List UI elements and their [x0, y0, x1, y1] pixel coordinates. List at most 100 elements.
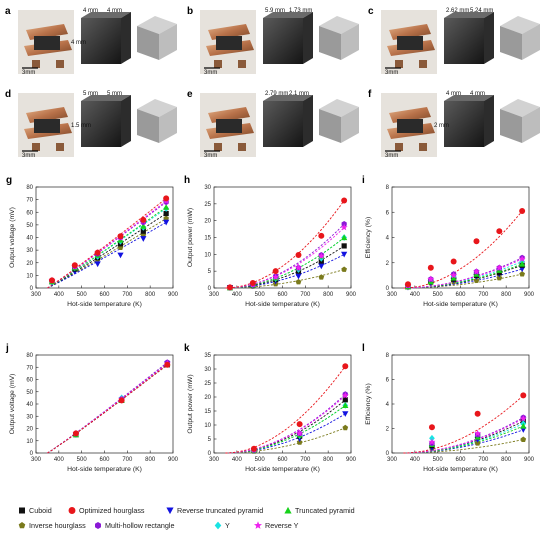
x-tick-label: 500 [77, 457, 88, 463]
data-point [519, 207, 526, 214]
x-tick-label: 500 [255, 292, 266, 298]
y-tick-label: 40 [26, 402, 33, 408]
legend-marker [166, 507, 174, 515]
data-point [473, 267, 480, 275]
photo-panel-b: b 3mm 5.9 mm 1.73 mm [187, 6, 359, 76]
trend-line [225, 227, 345, 289]
device-photo: 3mm [200, 10, 256, 76]
data-point [249, 279, 256, 286]
y-tick-label: 0 [30, 451, 34, 457]
x-tick-label: 300 [209, 457, 220, 463]
legend-item: Reverse truncated pyramid [166, 506, 263, 515]
scale-bar-label: 3mm [204, 153, 217, 159]
data-point [226, 284, 233, 291]
data-point [519, 266, 526, 273]
trend-line [225, 414, 345, 454]
device-photo: 3mm [18, 10, 74, 76]
panel-label: e [187, 89, 193, 100]
plot-frame [35, 186, 174, 289]
x-tick-label: 300 [387, 457, 398, 463]
legend-marker [68, 507, 76, 514]
x-tick-label: 800 [145, 457, 156, 463]
dimension-label: 4 mm [107, 8, 122, 14]
data-point [94, 261, 101, 268]
trend-line [47, 213, 167, 289]
x-tick-label: 900 [346, 457, 357, 463]
cad-model [500, 99, 540, 143]
y-tick-label: 40 [26, 236, 33, 242]
legend-item: Y [214, 521, 230, 530]
y-tick-label: 70 [26, 198, 33, 204]
data-point [140, 236, 147, 242]
y-tick-label: 80 [26, 353, 33, 359]
data-point [295, 278, 302, 285]
y-tick-label: 5 [208, 437, 212, 443]
trend-line [225, 269, 345, 289]
trend-line [403, 396, 523, 454]
x-tick-label: 600 [455, 292, 466, 298]
dimension-label: 5.9 mm [265, 8, 285, 14]
dimension-label: 5 mm [107, 91, 122, 97]
scale-bar-label: 3mm [22, 153, 35, 159]
data-point [341, 243, 347, 249]
trend-line [225, 237, 345, 289]
device-photo: 3mm [381, 93, 437, 159]
trend-line [47, 364, 167, 454]
photo-panel-d: d 3mm 5 mm 5 mm 1.5 mm [5, 89, 177, 159]
x-tick-label: 400 [232, 292, 243, 298]
dimension-label: 2 mm [434, 123, 449, 129]
data-point [429, 434, 435, 442]
data-point [140, 216, 147, 223]
trend-line [225, 405, 345, 454]
data-point [164, 361, 171, 368]
data-point [117, 252, 124, 259]
data-point [450, 271, 458, 279]
panel-label: h [184, 175, 190, 186]
cad-model [319, 16, 359, 60]
y-tick-label: 20 [26, 427, 33, 433]
photo-panel-c: c 3mm 2.62 mm 5.24 mm [368, 6, 540, 76]
dimension-label: 4 mm [71, 40, 86, 46]
y-axis-label: Output power (mW) [187, 208, 194, 267]
dimension-label: 4 mm [470, 91, 485, 97]
x-tick-label: 400 [232, 457, 243, 463]
printed-leg [81, 95, 131, 147]
trend-line [225, 396, 345, 454]
legend-label: Cuboid [29, 506, 52, 515]
dimension-label: 2.1 mm [289, 91, 309, 97]
photo-panel-e: e 3mm 2.79 mm 2.1 mm [187, 89, 359, 159]
data-point [341, 266, 347, 272]
legend: Cuboid Optimized hourglass Reverse truncat… [18, 506, 355, 530]
data-point [341, 197, 348, 204]
y-tick-label: 50 [26, 223, 33, 229]
y-tick-label: 2 [386, 427, 390, 433]
data-point [474, 429, 482, 437]
printed-leg [263, 95, 313, 147]
chart-l: l 300 400 500 600 700 800 900 0 2 4 6 8 Hot-side temp… [362, 343, 535, 473]
y-tick-label: 2 [386, 261, 390, 267]
data-point [496, 228, 503, 235]
data-point [473, 277, 480, 283]
trend-line [225, 394, 345, 454]
chart-k: k 300 400 500 600 700 800 900 0 5 10 15 20 25 30 35 Hot-… [184, 343, 357, 473]
x-tick-label: 600 [455, 457, 466, 463]
chart-j: j 300 400 500 600 700 800 900 0 10 20 30 40 50 60 70 80 H… [5, 343, 179, 473]
y-axis-label: Efficiency (%) [365, 217, 372, 258]
x-tick-label: 400 [54, 457, 65, 463]
x-tick-label: 400 [410, 292, 421, 298]
y-tick-label: 35 [204, 353, 211, 359]
y-tick-label: 6 [386, 210, 390, 216]
legend-label: Inverse hourglass [29, 521, 86, 530]
trend-line [47, 362, 167, 454]
y-tick-label: 15 [204, 236, 211, 242]
data-point [295, 273, 302, 280]
device-photo: 3mm [381, 10, 437, 76]
photo-panel-f: f 3mm 4 mm 4 mm 2 mm [368, 89, 540, 159]
y-tick-label: 30 [204, 185, 211, 191]
scale-bar-label: 3mm [385, 153, 398, 159]
device-photo: 3mm [200, 93, 256, 159]
y-tick-label: 20 [204, 395, 211, 401]
x-axis-label: Hot-side temperature (K) [423, 301, 498, 308]
data-point [317, 252, 325, 259]
data-point [519, 415, 527, 422]
